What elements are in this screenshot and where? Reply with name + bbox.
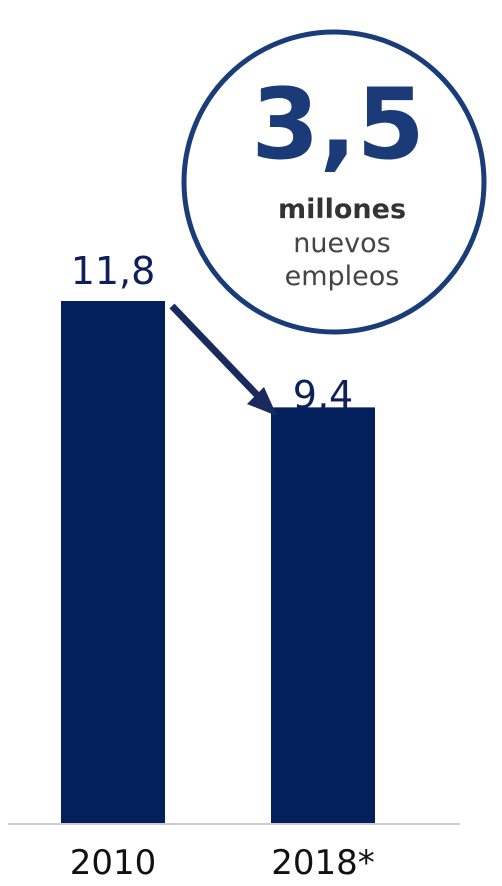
decline-arrow-head	[247, 387, 277, 416]
callout-circle	[181, 29, 487, 335]
bars-group	[61, 301, 375, 824]
decline-arrow	[169, 303, 277, 416]
decline-arrow-line	[169, 303, 261, 399]
x-tick-label-2018: 2018*	[271, 843, 375, 883]
x-axis-tick-labels: 2010 2018*	[70, 843, 375, 883]
bar-2018	[271, 407, 375, 824]
callout-number: 3,5	[251, 68, 425, 182]
bar-2010	[61, 301, 165, 824]
callout-line-3: empleos	[285, 261, 400, 292]
x-tick-label-2010: 2010	[70, 843, 157, 883]
bar-value-labels: 11,8 9,4	[71, 249, 354, 417]
callout-line-1: millones	[278, 194, 406, 225]
bar-value-label-2018: 9,4	[293, 373, 353, 417]
bar-value-label-2010: 11,8	[71, 249, 156, 293]
callout-line-2: nuevos	[293, 228, 390, 259]
new-jobs-callout: 3,5 millones nuevos empleos	[181, 29, 487, 335]
